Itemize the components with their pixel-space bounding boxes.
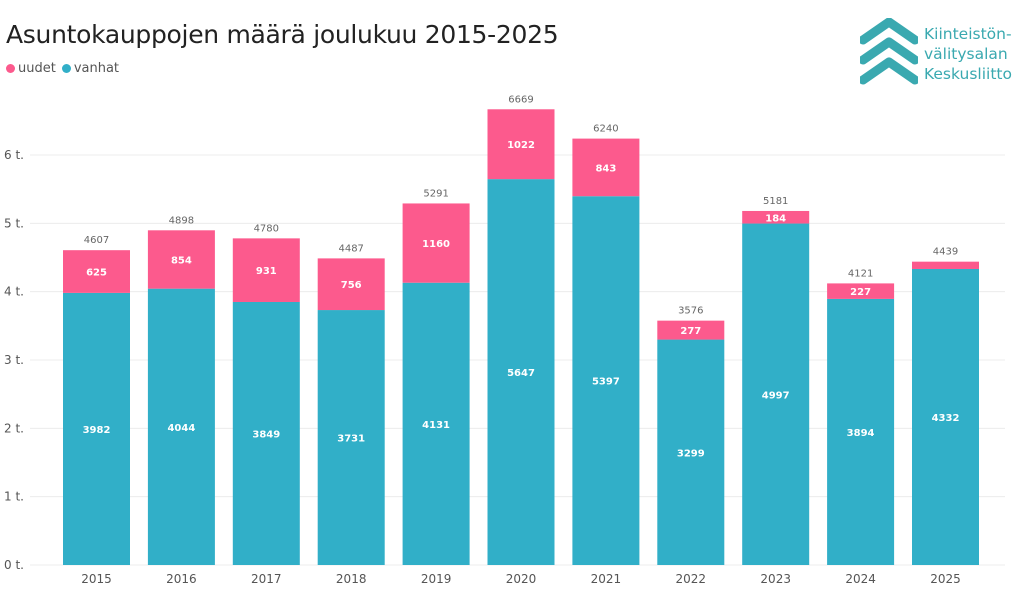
data-label-vanhat: 4997 bbox=[762, 390, 790, 401]
x-tick-label: 2022 bbox=[676, 572, 707, 586]
data-label-uudet: 277 bbox=[680, 326, 701, 337]
bar-segment-vanhat[interactable] bbox=[742, 223, 810, 565]
data-label-vanhat: 3982 bbox=[83, 425, 111, 436]
bar-segment-uudet[interactable] bbox=[63, 250, 130, 293]
legend-swatch-uudet bbox=[6, 64, 15, 73]
data-label-vanhat: 5647 bbox=[507, 368, 535, 379]
y-tick-label: 6 t. bbox=[4, 148, 24, 162]
data-label-uudet: 625 bbox=[86, 268, 107, 279]
legend-label-uudet: uudet bbox=[18, 61, 56, 76]
total-label: 4121 bbox=[848, 268, 873, 279]
x-tick-label: 2019 bbox=[421, 572, 452, 586]
bar-segment-uudet[interactable] bbox=[147, 230, 215, 289]
bar-segment-uudet[interactable] bbox=[572, 138, 640, 197]
total-label: 5291 bbox=[423, 188, 448, 199]
data-label-vanhat: 4044 bbox=[167, 423, 195, 434]
x-tick-label: 2021 bbox=[591, 572, 622, 586]
data-label-uudet: 1160 bbox=[422, 239, 450, 250]
bar-segment-uudet[interactable] bbox=[232, 238, 300, 302]
x-axis: 2015 2016 2017 2018 2019 2020 2021 2022 2023 2024… bbox=[81, 572, 961, 586]
total-label: 6240 bbox=[593, 124, 618, 135]
bar-segment-vanhat[interactable] bbox=[912, 268, 979, 565]
legend-label-vanhat: vanhat bbox=[73, 61, 120, 76]
x-tick-label: 2020 bbox=[506, 572, 537, 586]
total-label: 5181 bbox=[763, 196, 788, 207]
data-label-uudet: 227 bbox=[850, 287, 871, 298]
logo-line-1: Kiinteistön- bbox=[924, 25, 1012, 43]
data-label-vanhat: 3299 bbox=[677, 448, 705, 459]
y-tick-label: 4 t. bbox=[4, 285, 24, 299]
total-label: 4439 bbox=[933, 247, 958, 258]
x-tick-label: 2025 bbox=[930, 572, 961, 586]
chart-title: Asuntokauppojen määrä joulukuu 2015-2025 bbox=[6, 20, 559, 49]
total-label: 4487 bbox=[338, 243, 363, 254]
x-tick-label: 2016 bbox=[166, 572, 197, 586]
logo-text: Kiinteistön- välitysalan Keskusliitto bbox=[924, 24, 1012, 84]
data-label-uudet: 756 bbox=[341, 280, 362, 291]
y-axis: 0 t. 1 t. 2 t. 3 t. 4 t. 5 t. 6 t. bbox=[4, 148, 24, 572]
bar-segment-uudet[interactable] bbox=[742, 210, 810, 224]
x-tick-label: 2024 bbox=[845, 572, 876, 586]
chevrons-up-icon bbox=[858, 17, 920, 85]
bar-segment-vanhat[interactable] bbox=[402, 282, 470, 565]
data-label-uudet: 843 bbox=[595, 163, 616, 174]
bar-segment-vanhat[interactable] bbox=[657, 339, 725, 565]
bar-segment-uudet[interactable] bbox=[657, 320, 725, 340]
logo-line-3: Keskusliitto bbox=[924, 65, 1012, 83]
legend-swatch-vanhat bbox=[61, 64, 71, 73]
legend-item-uudet[interactable]: uudet bbox=[6, 61, 56, 76]
legend-item-vanhat[interactable]: vanhat bbox=[61, 61, 120, 76]
bar-segment-vanhat[interactable] bbox=[63, 292, 130, 565]
data-label-vanhat: 3894 bbox=[847, 428, 875, 439]
x-tick-label: 2017 bbox=[251, 572, 282, 586]
data-label-uudet: 1022 bbox=[507, 140, 535, 151]
total-label: 3576 bbox=[678, 306, 703, 317]
logo-line-2: välitysalan bbox=[924, 45, 1008, 63]
bars: 3982 625 4607 4044 854 4898 3849 931 4780 3731 756… bbox=[63, 94, 979, 565]
bar-segment-uudet[interactable] bbox=[487, 109, 555, 180]
y-tick-label: 5 t. bbox=[4, 216, 24, 230]
bar-segment-vanhat[interactable] bbox=[572, 196, 640, 565]
x-tick-label: 2023 bbox=[760, 572, 791, 586]
data-label-uudet: 184 bbox=[765, 213, 786, 224]
data-label-vanhat: 4131 bbox=[422, 420, 450, 431]
data-label-uudet: 931 bbox=[256, 266, 277, 277]
legend: uudet vanhat bbox=[6, 61, 125, 76]
data-label-vanhat: 3849 bbox=[252, 429, 280, 440]
y-tick-label: 0 t. bbox=[4, 558, 24, 572]
bar-segment-vanhat[interactable] bbox=[317, 310, 385, 565]
y-tick-label: 3 t. bbox=[4, 353, 24, 367]
bar-segment-vanhat[interactable] bbox=[232, 301, 300, 565]
total-label: 4898 bbox=[169, 215, 194, 226]
data-label-vanhat: 4332 bbox=[932, 413, 960, 424]
data-label-uudet: 854 bbox=[171, 255, 192, 266]
y-tick-label: 2 t. bbox=[4, 421, 24, 435]
data-label-vanhat: 5397 bbox=[592, 377, 620, 388]
y-tick-label: 1 t. bbox=[4, 490, 24, 504]
total-label: 6669 bbox=[508, 94, 533, 105]
bar-segment-vanhat[interactable] bbox=[487, 179, 555, 565]
x-tick-label: 2018 bbox=[336, 572, 367, 586]
bar-segment-vanhat[interactable] bbox=[147, 288, 215, 565]
bar-segment-vanhat[interactable] bbox=[827, 298, 895, 565]
total-label: 4780 bbox=[254, 223, 279, 234]
total-label: 4607 bbox=[84, 235, 109, 246]
bar-segment-uudet[interactable] bbox=[912, 261, 979, 269]
bar-segment-uudet[interactable] bbox=[317, 258, 385, 311]
bar-segment-uudet[interactable] bbox=[827, 283, 895, 299]
logo: Kiinteistön- välitysalan Keskusliitto bbox=[858, 17, 1020, 90]
x-tick-label: 2015 bbox=[81, 572, 112, 586]
data-label-vanhat: 3731 bbox=[337, 434, 365, 445]
bar-segment-uudet[interactable] bbox=[402, 203, 470, 283]
